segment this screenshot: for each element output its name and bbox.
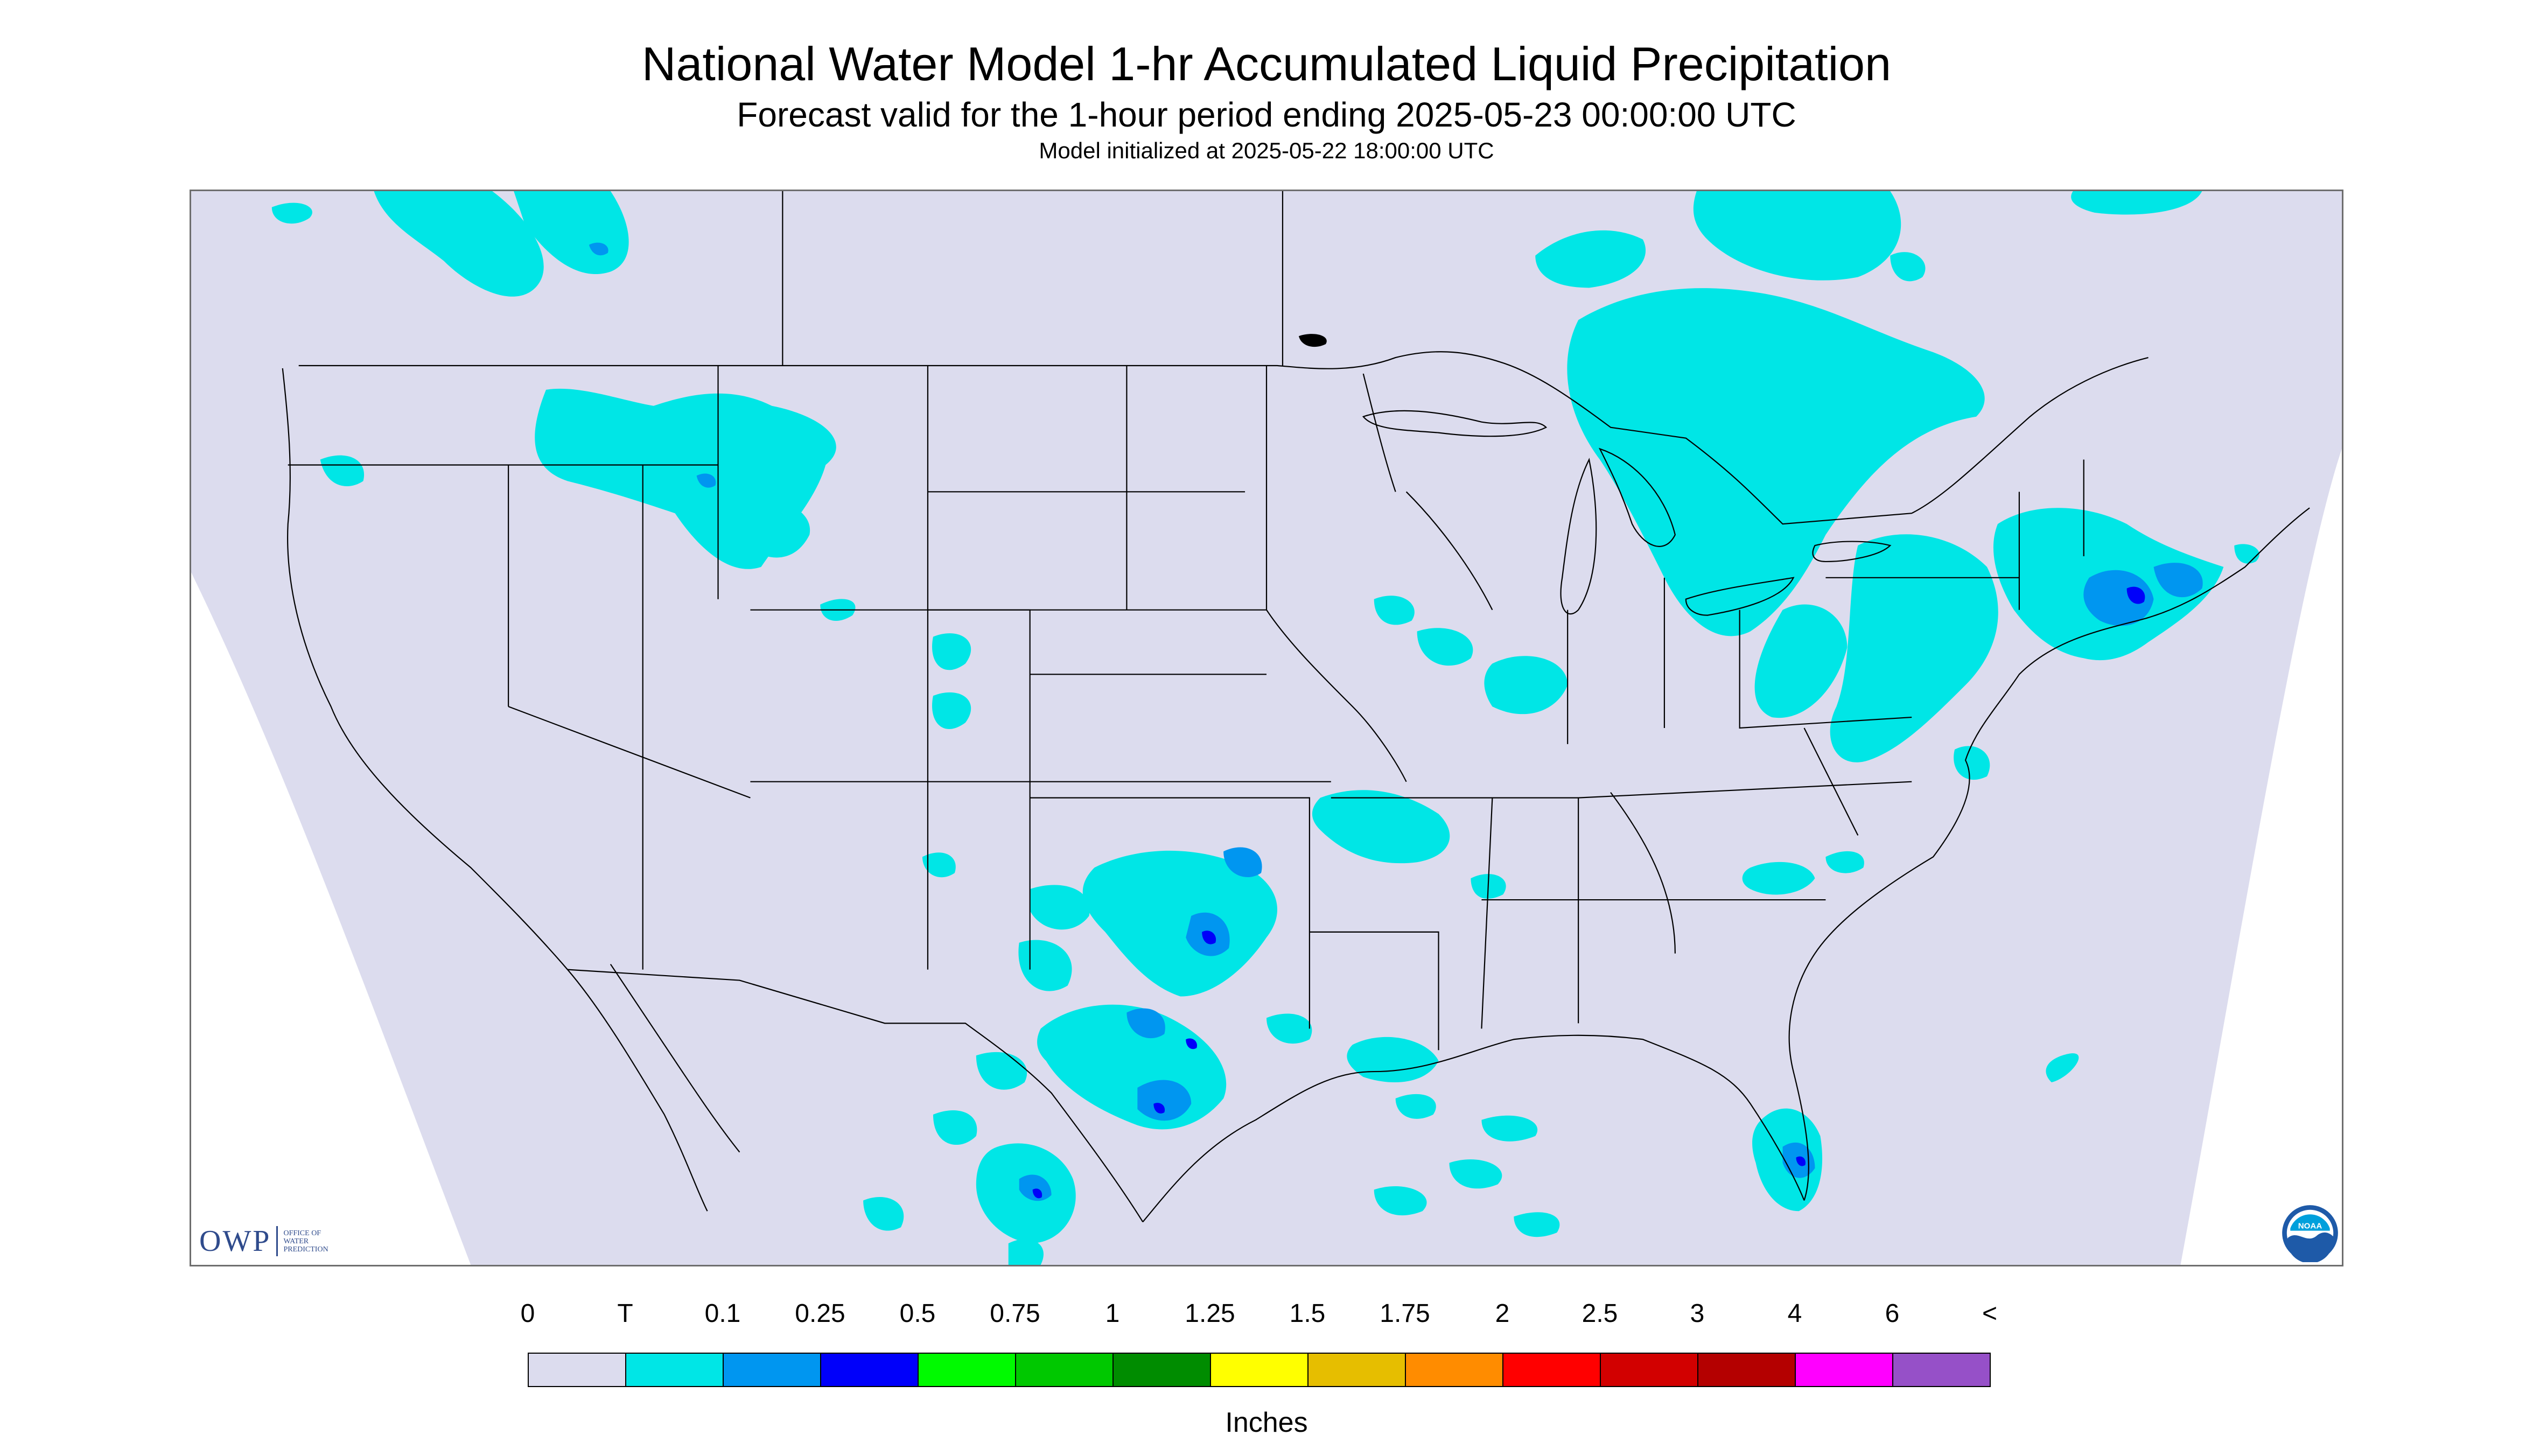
noaa-text: NOAA [2298, 1221, 2322, 1230]
legend-label: 0.5 [899, 1299, 936, 1328]
precip-moderate-areas [1032, 586, 2145, 1199]
legend-label: 0.25 [795, 1299, 845, 1328]
legend-swatch [723, 1353, 821, 1387]
legend-swatch [1892, 1353, 1991, 1387]
legend-labels: 0 T 0.1 0.25 0.5 0.75 1 1.25 1.5 1.75 2 2.5 3 4 6 < [0, 1299, 2533, 1333]
legend-label: 2.5 [1582, 1299, 1618, 1328]
owp-wordmark: OWP [199, 1224, 271, 1258]
political-boundaries [282, 191, 2310, 1222]
model-domain [191, 191, 2342, 1265]
legend-swatch [1112, 1353, 1211, 1387]
owp-office-line-1: OFFICE OF [283, 1229, 321, 1237]
owp-office-line-3: PREDICTION [283, 1245, 328, 1254]
map-canvas [191, 191, 2342, 1265]
legend-label: 1 [1105, 1299, 1120, 1328]
legend-swatch [1795, 1353, 1893, 1387]
noaa-logo: NOAA [2282, 1205, 2338, 1262]
legend-label: 1.25 [1185, 1299, 1235, 1328]
legend-swatch [1600, 1353, 1698, 1387]
legend-swatch [1015, 1353, 1114, 1387]
legend-label: 1.5 [1289, 1299, 1326, 1328]
forecast-valid-subtitle: Forecast valid for the 1-hour period end… [737, 95, 1796, 134]
legend-label: 0.1 [704, 1299, 741, 1328]
legend-swatch [528, 1353, 626, 1387]
legend-units: Inches [1225, 1407, 1308, 1438]
owp-office-line-2: WATER [283, 1237, 309, 1245]
precip-light-areas [589, 242, 2203, 1201]
legend-label: 4 [1787, 1299, 1802, 1328]
legend-swatch [820, 1353, 919, 1387]
legend-swatch [1405, 1353, 1503, 1387]
model-init-line: Model initialized at 2025-05-22 18:00:00… [1039, 138, 1494, 163]
legend-label: 2 [1495, 1299, 1510, 1328]
legend-swatch [1502, 1353, 1601, 1387]
legend-swatch [1307, 1353, 1406, 1387]
legend-label: 1.75 [1380, 1299, 1430, 1328]
map-title: National Water Model 1-hr Accumulated Li… [641, 37, 1892, 90]
legend-label: T [617, 1299, 633, 1328]
legend-swatch [1697, 1353, 1796, 1387]
owp-divider [276, 1226, 278, 1256]
owp-logo: OWP OFFICE OF WATER PREDICTION [199, 1222, 328, 1260]
isle-royale [1298, 334, 1327, 347]
legend-swatch [1210, 1353, 1309, 1387]
precipitation-map [190, 190, 2343, 1266]
legend-colorbar [528, 1353, 1991, 1387]
legend-swatch [625, 1353, 724, 1387]
owp-office-text: OFFICE OF WATER PREDICTION [283, 1229, 328, 1254]
legend-label: 0.75 [990, 1299, 1040, 1328]
legend-label: 0 [520, 1299, 535, 1328]
legend-label: < [1982, 1299, 1998, 1328]
legend-label: 6 [1885, 1299, 1900, 1328]
legend-swatch [918, 1353, 1016, 1387]
legend-label: 3 [1690, 1299, 1705, 1328]
